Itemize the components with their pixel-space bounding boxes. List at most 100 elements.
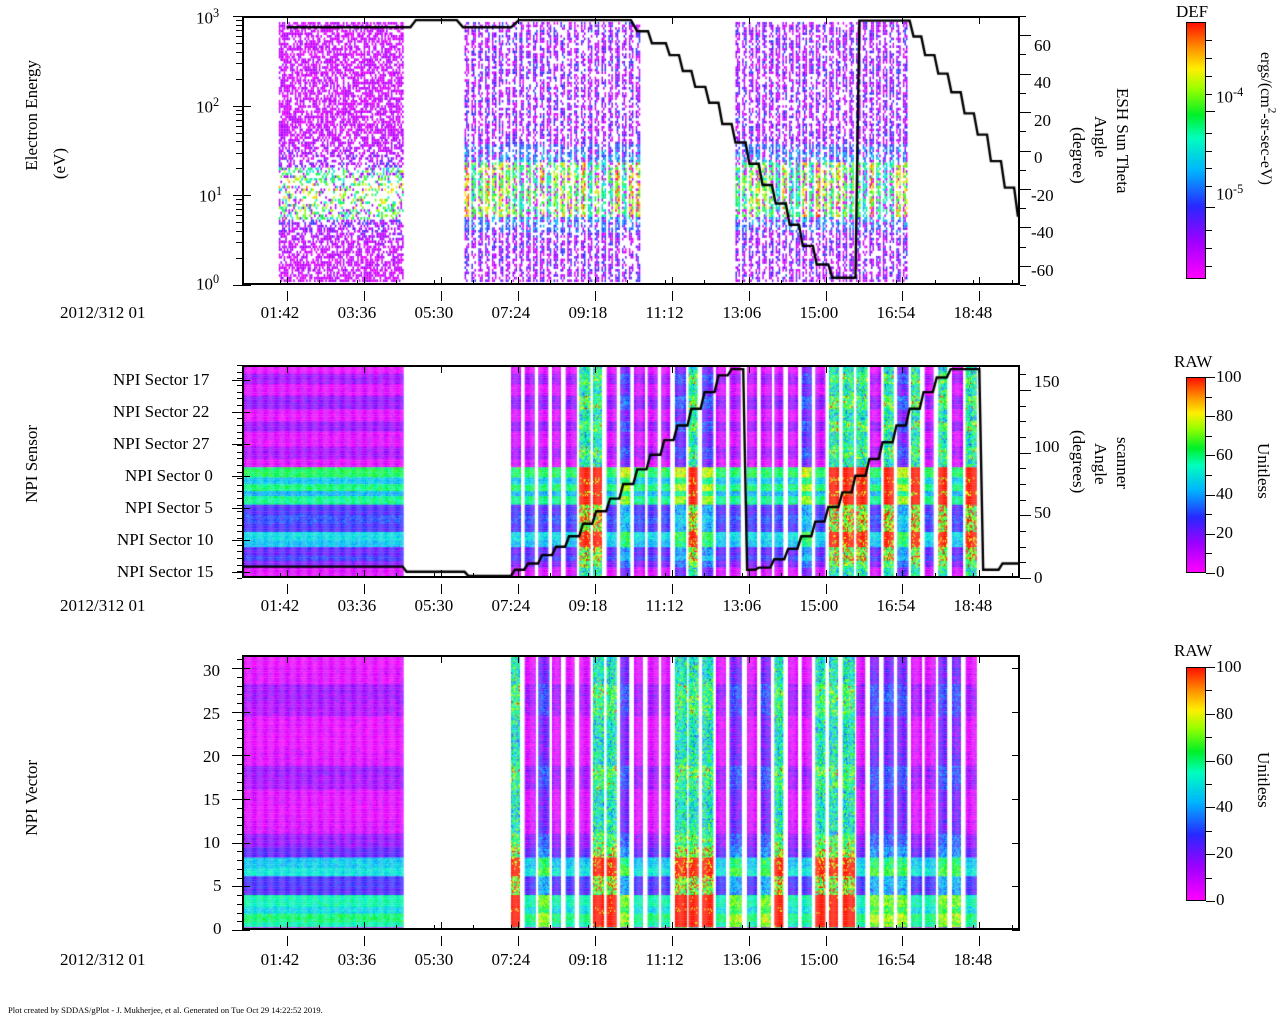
xtick-major-top-0-7 (825, 16, 827, 24)
panel-electron-energy (242, 16, 1020, 285)
p1-y2tick-minor (1020, 265, 1026, 267)
xtick-minor (472, 280, 474, 285)
xtick-major-0-1 (363, 277, 365, 285)
panel1-y2tick-m60: -60 (1031, 261, 1054, 280)
p2-ytick-minor (237, 538, 242, 540)
p1-ytick-minor (236, 209, 242, 211)
xtick-major-top-2-6 (748, 655, 750, 663)
panel2-y2tick-150: 150 (1034, 372, 1060, 391)
cbar-tick-4 (1206, 416, 1215, 418)
p2-ytick-minor (237, 498, 242, 500)
p3-ytick-minor (237, 912, 242, 914)
xtick-major-2-0 (286, 922, 288, 930)
p3-ytick-minor (237, 807, 242, 809)
xtick-major-top-2-7 (825, 655, 827, 663)
panel2-date-label: 2012/312 01 (60, 596, 146, 615)
xtick-outer-0-8 (902, 291, 904, 301)
xtick-minor (1011, 573, 1013, 578)
p1-ytick-minor (236, 24, 242, 26)
p2-ytick-minor (237, 418, 242, 420)
xtick-minor (1011, 280, 1013, 285)
p1-y2tick-minor (1020, 73, 1026, 75)
xtick-minor (511, 573, 513, 578)
panel2-y2-title-scanner: scanner (1113, 437, 1132, 489)
xtick-major-1-3 (517, 570, 519, 578)
xtick-major-2-9 (979, 922, 981, 930)
p1-ytick-minor (236, 51, 242, 53)
xtick-outer-1-5 (671, 584, 673, 594)
time-label-0-1: 03:36 (337, 303, 377, 322)
p2-ytick-minor (237, 464, 242, 466)
time-label-2-6: 13:06 (722, 950, 762, 969)
time-label-1-2: 05:30 (414, 596, 454, 615)
p2-ytick-minor (237, 378, 242, 380)
xtick-major-0-3 (517, 277, 519, 285)
p3-ytick-in-3 (242, 799, 250, 801)
xtick-major-top-0-8 (902, 16, 904, 24)
p2-ytick-minor (237, 471, 242, 473)
xtick-minor (434, 573, 436, 578)
xtick-major-top-2-3 (517, 655, 519, 663)
cbar-tick-5 (1206, 150, 1212, 152)
xtick-minor (665, 573, 667, 578)
xtick-outer-2-5 (671, 936, 673, 946)
xtick-minor (395, 573, 397, 578)
xtick-outer-1-1 (363, 584, 365, 594)
p1-y2tick-minor (1020, 131, 1026, 133)
p1-ytick-major-in-3 (242, 16, 251, 17)
xtick-minor (472, 925, 474, 930)
panel1-y2tick-m20: -20 (1031, 186, 1054, 205)
p1-y2tick-minor (1020, 150, 1026, 152)
panel2-y2-title-angle: Angle (1091, 443, 1110, 485)
time-label-0-3: 07:24 (491, 303, 531, 322)
time-label-2-7: 15:00 (799, 950, 839, 969)
p3-ytick-minor (237, 851, 242, 853)
panel1-ytick-1: 100 (196, 272, 220, 294)
xtick-major-0-2 (440, 277, 442, 285)
p1-y2tick-minor (1020, 208, 1026, 210)
p1-ytick-minor (236, 125, 242, 127)
cbar-tick-1 (1206, 207, 1215, 209)
xtick-major-top-1-1 (363, 365, 365, 373)
p3-ytick-minor (237, 930, 242, 931)
electron-energy-spectrogram (244, 18, 1018, 283)
xtick-outer-2-7 (825, 936, 827, 946)
p1-y2tick-minor (1020, 246, 1026, 248)
cbar-tick-8 (1206, 75, 1212, 77)
p1-ytick-minor (236, 29, 242, 31)
p3-ytick-in-2 (242, 755, 250, 757)
panel2-y2tick-100: 100 (1034, 437, 1060, 456)
xtick-minor (549, 925, 551, 930)
p3-ytick-minor (237, 921, 242, 923)
p1-ytick-major-in-1 (242, 195, 251, 197)
p2-ytick-minor (237, 371, 242, 373)
xtick-outer-2-1 (363, 936, 365, 946)
cbar-tick-0 (1206, 110, 1215, 112)
xtick-major-0-8 (902, 277, 904, 285)
xtick-minor (511, 925, 513, 930)
xtick-outer-0-1 (363, 291, 365, 301)
xtick-minor (742, 280, 744, 285)
p2-y2tick-minor (1020, 421, 1026, 423)
panel2-ytick-sector27: NPI Sector 27 (113, 434, 210, 453)
p3-ytick-right-5 (1012, 886, 1020, 888)
xtick-minor (819, 280, 821, 285)
xtick-minor (626, 573, 628, 578)
p2-y2tick-minor (1020, 405, 1026, 407)
xtick-minor (780, 280, 782, 285)
p3-ytick-right-2 (1012, 755, 1020, 757)
p1-ytick-minor (236, 231, 242, 232)
p1-ytick-major-3 (233, 16, 242, 17)
xtick-minor (395, 280, 397, 285)
p2-ytick-minor (237, 384, 242, 386)
panel3-ytick-0: 0 (213, 919, 222, 938)
panel1-colorbar-title: DEF (1176, 2, 1209, 21)
panel2-cb-tick-60: 60 (1216, 445, 1233, 464)
xtick-major-top-2-9 (979, 655, 981, 663)
xtick-major-1-5 (671, 570, 673, 578)
cbar-tick-0 (1206, 553, 1212, 555)
p1-ytick-major-0 (233, 285, 242, 286)
xtick-major-top-1-0 (286, 365, 288, 373)
xtick-major-1-8 (902, 570, 904, 578)
xtick-outer-0-0 (286, 291, 288, 301)
